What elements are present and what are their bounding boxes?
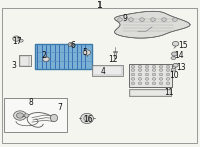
Ellipse shape [166, 82, 170, 85]
Ellipse shape [145, 78, 149, 80]
Ellipse shape [159, 69, 163, 71]
Ellipse shape [173, 63, 178, 67]
Ellipse shape [159, 73, 163, 76]
Bar [113, 51, 117, 52]
Text: 7: 7 [58, 103, 62, 112]
Bar [130, 90, 170, 96]
Ellipse shape [13, 36, 20, 41]
Ellipse shape [19, 39, 23, 42]
Text: 17: 17 [12, 37, 22, 46]
Text: 4: 4 [101, 67, 105, 76]
Ellipse shape [171, 68, 176, 71]
Ellipse shape [166, 78, 170, 80]
Ellipse shape [131, 73, 135, 76]
Ellipse shape [68, 42, 74, 47]
Ellipse shape [152, 78, 156, 80]
Ellipse shape [145, 82, 149, 85]
Ellipse shape [172, 52, 177, 56]
Ellipse shape [145, 73, 149, 76]
Text: 14: 14 [174, 51, 184, 60]
Ellipse shape [84, 116, 90, 121]
Ellipse shape [162, 18, 166, 21]
Text: 6: 6 [71, 41, 75, 50]
Text: 9: 9 [123, 14, 127, 23]
Text: 13: 13 [176, 63, 186, 72]
Ellipse shape [131, 82, 135, 85]
Ellipse shape [131, 78, 135, 80]
Ellipse shape [166, 69, 170, 71]
Text: 12: 12 [108, 55, 118, 64]
Ellipse shape [166, 73, 170, 76]
Ellipse shape [152, 65, 156, 68]
Text: 1: 1 [97, 1, 103, 10]
Bar [20, 56, 29, 66]
Ellipse shape [138, 65, 142, 68]
Ellipse shape [140, 18, 144, 21]
Ellipse shape [138, 82, 142, 85]
Ellipse shape [83, 50, 91, 55]
Ellipse shape [24, 114, 29, 117]
Ellipse shape [131, 65, 135, 68]
Bar [4, 98, 67, 132]
Text: 5: 5 [83, 48, 87, 57]
Ellipse shape [14, 111, 26, 120]
Ellipse shape [159, 65, 163, 68]
Ellipse shape [145, 65, 149, 68]
Ellipse shape [131, 69, 135, 71]
Ellipse shape [43, 57, 49, 61]
Ellipse shape [173, 18, 177, 21]
Ellipse shape [138, 73, 142, 76]
Ellipse shape [145, 69, 149, 71]
Ellipse shape [138, 69, 142, 71]
Text: 10: 10 [169, 71, 179, 80]
Text: 11: 11 [164, 88, 174, 97]
Ellipse shape [159, 82, 163, 85]
Bar [129, 64, 172, 87]
Ellipse shape [152, 69, 156, 71]
Text: 1: 1 [97, 1, 103, 10]
Ellipse shape [118, 18, 122, 21]
Ellipse shape [16, 113, 24, 118]
Ellipse shape [152, 82, 156, 85]
Bar [92, 65, 123, 76]
Ellipse shape [151, 18, 155, 21]
Text: 8: 8 [29, 98, 33, 107]
Text: 16: 16 [83, 115, 93, 124]
Ellipse shape [70, 44, 72, 46]
Ellipse shape [159, 78, 163, 80]
Bar [114, 52, 116, 58]
Bar [19, 55, 31, 66]
Ellipse shape [152, 73, 156, 76]
Ellipse shape [138, 78, 142, 80]
Ellipse shape [166, 65, 170, 68]
Ellipse shape [172, 41, 179, 46]
Text: 3: 3 [12, 61, 16, 70]
Text: 15: 15 [178, 41, 188, 50]
Bar [129, 89, 171, 96]
Polygon shape [115, 11, 190, 38]
Ellipse shape [81, 113, 93, 124]
Ellipse shape [129, 18, 133, 21]
Text: 2: 2 [42, 51, 46, 60]
Ellipse shape [50, 114, 58, 122]
Bar [35, 44, 92, 69]
Ellipse shape [171, 57, 176, 60]
Bar [93, 66, 122, 75]
